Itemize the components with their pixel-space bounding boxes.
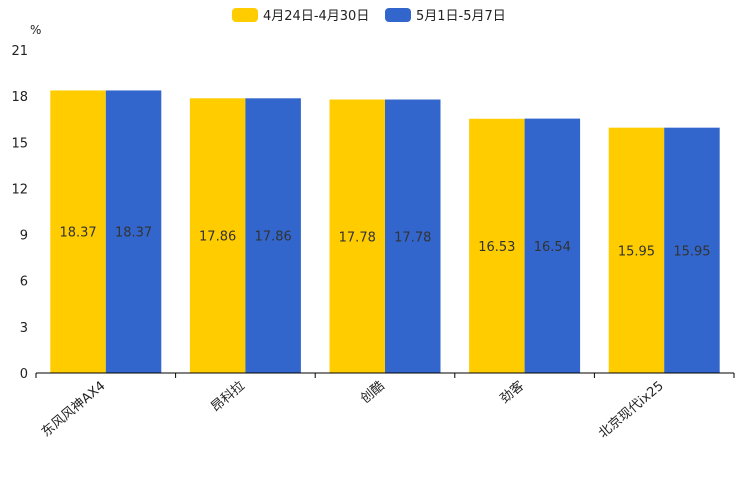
bar (608, 127, 665, 373)
bar-value-label: 17.78 (339, 230, 376, 245)
bar (524, 118, 581, 373)
x-tick-label: 劲客 (497, 378, 527, 407)
bars: 18.37 18.37 17.86 17.86 17.78 17.78 16.53 16.54… (50, 90, 720, 373)
bar-value-label: 15.95 (673, 244, 710, 259)
bar (105, 90, 162, 373)
bar-value-label: 16.53 (478, 240, 515, 255)
x-axis: 东风风神AX4 昂科拉 创酷 劲客 北京现代ix25 (35, 372, 735, 442)
bar (245, 98, 301, 373)
bar (189, 98, 246, 373)
bar (50, 90, 106, 373)
y-tick-label: 15 (11, 136, 28, 151)
y-axis: 0 3 6 9 12 15 18 21 (11, 44, 28, 382)
bar-value-label: 17.78 (394, 230, 431, 245)
bar-value-label: 17.86 (255, 230, 292, 245)
bar-value-label: 16.54 (534, 240, 571, 255)
y-tick-label: 3 (20, 321, 28, 336)
y-tick-label: 12 (11, 182, 28, 197)
y-tick-label: 9 (20, 229, 28, 244)
y-tick-label: 21 (11, 44, 28, 59)
bar-value-label: 18.37 (115, 226, 152, 241)
bar-value-label: 15.95 (618, 244, 655, 259)
y-tick-label: 0 (20, 367, 28, 382)
bar (469, 118, 525, 373)
y-axis-unit-label: % (30, 23, 41, 37)
legend-label-series-1: 4月24日-4月30日 (263, 9, 369, 24)
x-tick-label: 北京现代ix25 (596, 379, 667, 442)
bar-value-label: 18.37 (59, 226, 96, 241)
bar (329, 99, 385, 373)
x-tick-label: 创酷 (358, 379, 388, 407)
x-tick-label: 昂科拉 (208, 379, 248, 416)
x-tick-label: 东风风神AX4 (39, 379, 108, 441)
y-tick-label: 6 (20, 275, 28, 290)
legend-swatch-series-1 (232, 8, 258, 22)
bar-value-label: 17.86 (199, 230, 236, 245)
bar (664, 127, 720, 373)
legend: 4月24日-4月30日 5月1日-5月7日 (232, 8, 506, 24)
y-tick-label: 18 (11, 90, 28, 105)
legend-label-series-2: 5月1日-5月7日 (416, 9, 506, 24)
legend-swatch-series-2 (385, 8, 411, 22)
bar (385, 99, 441, 373)
